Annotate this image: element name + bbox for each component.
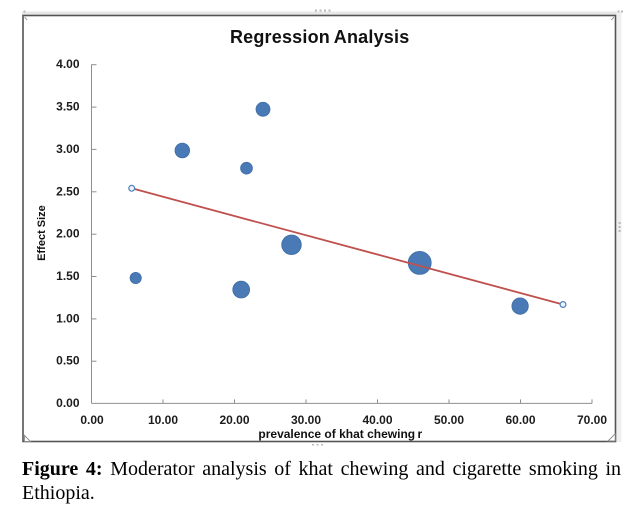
svg-text:2.00: 2.00: [56, 227, 80, 241]
svg-text:30.00: 30.00: [291, 413, 321, 427]
svg-text:4.00: 4.00: [56, 57, 80, 71]
svg-text:Effect Size: Effect Size: [36, 205, 48, 261]
svg-text:1.00: 1.00: [56, 311, 80, 325]
svg-text:0.00: 0.00: [56, 396, 80, 410]
svg-text:prevalence of khat chewing r: prevalence of khat chewing r: [258, 427, 422, 441]
svg-text:20.00: 20.00: [219, 413, 249, 427]
svg-text:1.50: 1.50: [56, 269, 80, 283]
svg-text:60.00: 60.00: [505, 413, 535, 427]
svg-text:50.00: 50.00: [434, 413, 464, 427]
svg-text:3.00: 3.00: [56, 142, 80, 156]
svg-text:Regression Analysis: Regression Analysis: [230, 27, 409, 47]
svg-text:40.00: 40.00: [362, 413, 392, 427]
svg-text:10.00: 10.00: [148, 413, 178, 427]
svg-text:3.50: 3.50: [56, 100, 80, 114]
svg-text:0.50: 0.50: [56, 354, 80, 368]
svg-text:0.00: 0.00: [80, 413, 104, 427]
svg-text:2.50: 2.50: [56, 184, 80, 198]
svg-text:70.00: 70.00: [577, 413, 607, 427]
